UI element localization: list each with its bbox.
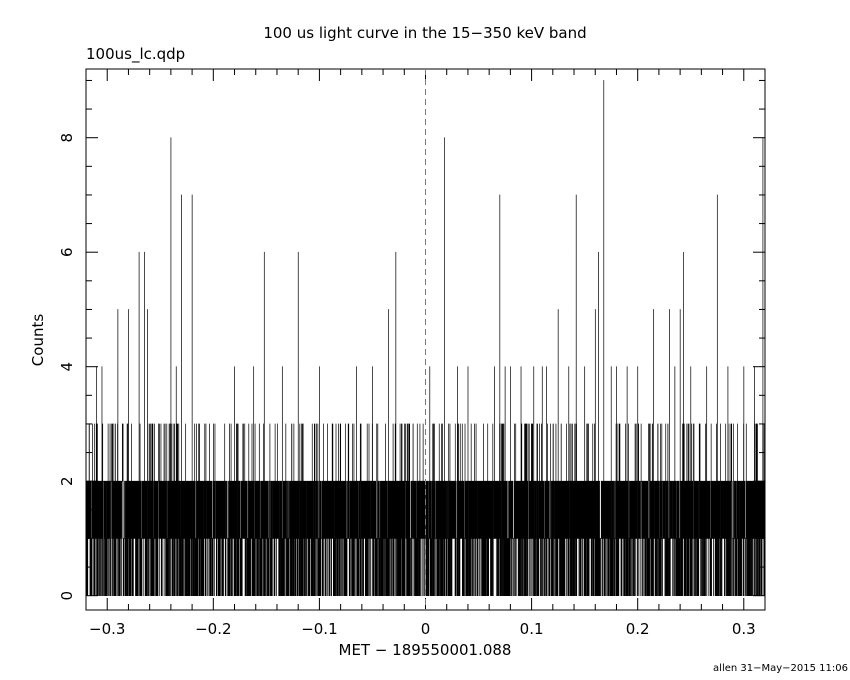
x-axis: −0.3 −0.2 −0.1 0 0.1 0.2 0.3 bbox=[89, 69, 766, 638]
file-label: 100us_lc.qdp bbox=[86, 45, 185, 64]
y-tick-label: 0 bbox=[58, 591, 76, 601]
y-tick-label: 2 bbox=[58, 476, 76, 486]
y-tick-label: 8 bbox=[58, 133, 76, 143]
x-tick-label: −0.1 bbox=[301, 620, 337, 638]
x-tick-label: −0.3 bbox=[89, 620, 125, 638]
y-tick-label: 4 bbox=[58, 362, 76, 372]
histogram-line bbox=[86, 80, 766, 596]
x-axis-label: MET − 189550001.088 bbox=[339, 641, 512, 659]
x-tick-label: 0.2 bbox=[626, 620, 650, 638]
x-tick-label: 0 bbox=[421, 620, 431, 638]
y-tick-label: 6 bbox=[58, 247, 76, 257]
x-tick-label: 0.3 bbox=[732, 620, 756, 638]
chart-title: 100 us light curve in the 15−350 keV ban… bbox=[263, 24, 586, 42]
x-tick-label: −0.2 bbox=[195, 620, 231, 638]
y-axis: 0 2 4 6 8 bbox=[58, 79, 765, 601]
counts-histogram bbox=[86, 80, 766, 596]
footer-credit: allen 31−May−2015 11:06 bbox=[713, 663, 848, 674]
y-axis-label: Counts bbox=[29, 314, 47, 367]
x-tick-label: 0.1 bbox=[520, 620, 544, 638]
